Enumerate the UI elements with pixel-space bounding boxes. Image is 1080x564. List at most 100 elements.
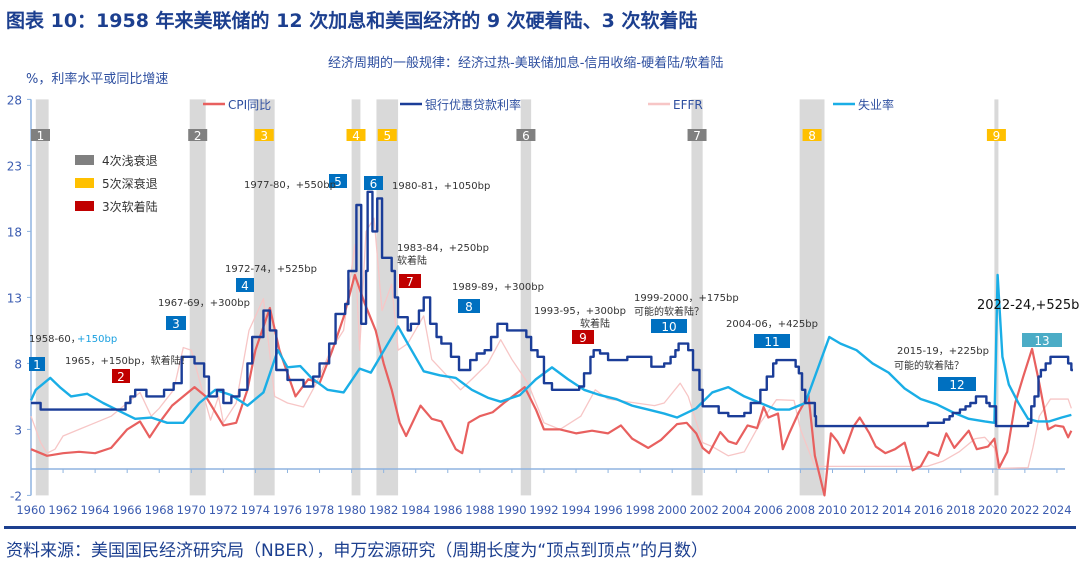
x-tick-label: 2002 — [690, 503, 719, 517]
x-tick-label: 2008 — [786, 503, 815, 517]
recession-band — [253, 99, 275, 496]
x-tick-label: 2012 — [850, 503, 879, 517]
y-axis-label: %，利率水平或同比增速 — [26, 72, 169, 87]
legend-label-cpi: CPI同比 — [228, 98, 271, 112]
recession-badge — [986, 129, 1006, 141]
series-line-unemployment — [29, 273, 1072, 424]
divider — [4, 526, 1076, 529]
recession-legend-label: 5次深衰退 — [102, 176, 158, 191]
recession-badge — [687, 129, 707, 141]
recession-band — [351, 99, 361, 496]
chart-subtitle: 经济周期的一般规律：经济过热-美联储加息-信用收缩-硬着陆/软着陆 — [328, 56, 724, 71]
recession-badge-label: 4 — [352, 129, 360, 143]
hike-badge-label: 11 — [764, 335, 779, 349]
recession-band — [520, 99, 532, 496]
x-tick-label: 1980 — [337, 503, 366, 517]
recession-band — [691, 99, 703, 496]
y-tick-label: 23 — [7, 159, 22, 173]
recession-badge — [377, 129, 397, 141]
annotation-label: 2004-06，+425bp — [726, 319, 818, 330]
recession-band — [189, 99, 206, 496]
annotation-label: 2022-24,+525bp — [977, 298, 1080, 313]
recession-badge — [346, 129, 366, 141]
x-tick-label: 1968 — [145, 503, 174, 517]
x-tick-label: 2000 — [658, 503, 687, 517]
hike-badge-label: 1 — [33, 358, 41, 372]
recession-badge-label: 9 — [993, 129, 1001, 143]
annotation-label: 1999-2000，+175bp — [634, 293, 739, 304]
hike-badge — [399, 274, 421, 288]
recession-badge — [31, 129, 50, 141]
recession-legend-swatch — [75, 201, 94, 211]
x-tick-label: 1982 — [369, 503, 398, 517]
hike-badge — [1022, 333, 1062, 347]
hike-badge-label: 10 — [661, 320, 676, 334]
annotation-label: 1983-84，+250bp — [397, 243, 489, 254]
x-tick-label: 1996 — [593, 503, 622, 517]
x-tick-label: 1990 — [497, 503, 526, 517]
x-tick-label: 1960 — [16, 503, 45, 517]
x-tick-label: 1974 — [241, 503, 270, 517]
series-line-effr — [30, 217, 1072, 469]
hike-badge-label: 3 — [172, 317, 180, 331]
recession-badge-label: 3 — [260, 129, 268, 143]
x-tick-label: 2024 — [1042, 503, 1071, 517]
hike-badge-label: 7 — [406, 275, 414, 289]
y-tick-label: -2 — [10, 489, 22, 503]
x-tick-label: 1972 — [209, 503, 238, 517]
annotation-label: 可能的软着陆？ — [634, 305, 704, 318]
hike-badge — [329, 174, 347, 188]
recession-badge-label: 6 — [522, 129, 530, 143]
recession-badge-label: 8 — [808, 129, 816, 143]
recession-badge — [188, 129, 208, 141]
hike-badge — [166, 316, 186, 330]
recession-badge-label: 5 — [383, 129, 391, 143]
hike-badge — [364, 176, 383, 190]
x-tick-label: 2014 — [882, 503, 911, 517]
annotation-label: 可能的软着陆？ — [894, 359, 964, 372]
x-tick-label: 1986 — [433, 503, 462, 517]
legend-label-prime: 银行优惠贷款利率 — [425, 97, 521, 112]
hike-badge-label: 12 — [949, 378, 964, 392]
annotation-label: 1958-60， — [29, 334, 81, 345]
x-tick-label: 2022 — [1010, 503, 1039, 517]
x-tick-label: 2020 — [978, 503, 1007, 517]
x-tick-label: 1992 — [529, 503, 558, 517]
x-tick-label: 2018 — [946, 503, 975, 517]
hike-badge — [651, 319, 687, 333]
y-tick-label: 3 — [14, 423, 22, 437]
hike-badge-label: 2 — [117, 370, 125, 384]
hike-badge-label: 13 — [1034, 334, 1049, 348]
recession-badge-label: 1 — [37, 129, 45, 143]
annotation-label: 1965，+150bp，软着陆！ — [65, 354, 191, 367]
annotation-label: 2015-19，+225bp — [897, 346, 989, 357]
x-tick-label: 1966 — [113, 503, 142, 517]
legend-label-unemployment: 失业率 — [858, 97, 894, 112]
y-tick-label: 8 — [14, 357, 22, 371]
recession-badge-label: 7 — [693, 129, 701, 143]
hike-badge — [458, 299, 480, 313]
recession-legend-swatch — [75, 178, 94, 188]
hike-badge-label: 9 — [579, 331, 587, 345]
x-tick-label: 1970 — [177, 503, 206, 517]
series-line-prime — [31, 190, 1073, 428]
hike-badge — [572, 330, 594, 344]
x-tick-label: 1962 — [48, 503, 77, 517]
hike-badge — [938, 377, 976, 391]
recession-badge-label: 2 — [194, 129, 202, 143]
y-tick-label: 18 — [7, 225, 22, 239]
annotation-label: 软着陆 — [580, 317, 610, 330]
annotation-label: 1989-89，+300bp — [452, 282, 544, 293]
recession-badge — [254, 129, 274, 141]
x-tick-label: 1976 — [273, 503, 302, 517]
source-note: 资料来源：美国国民经济研究局（NBER），申万宏源研究（周期长度为“顶点到顶点”… — [6, 541, 709, 561]
recession-badge — [516, 129, 536, 141]
annotation-label: 软着陆 — [397, 254, 427, 267]
annotation-label: 1967-69，+300bp — [158, 298, 250, 309]
x-tick-label: 2016 — [914, 503, 943, 517]
annotation-label: 1993-95，+300bp — [534, 306, 626, 317]
x-tick-label: 1998 — [625, 503, 654, 517]
recession-legend-label: 4次浅衰退 — [102, 153, 158, 168]
hike-badge — [29, 357, 45, 371]
